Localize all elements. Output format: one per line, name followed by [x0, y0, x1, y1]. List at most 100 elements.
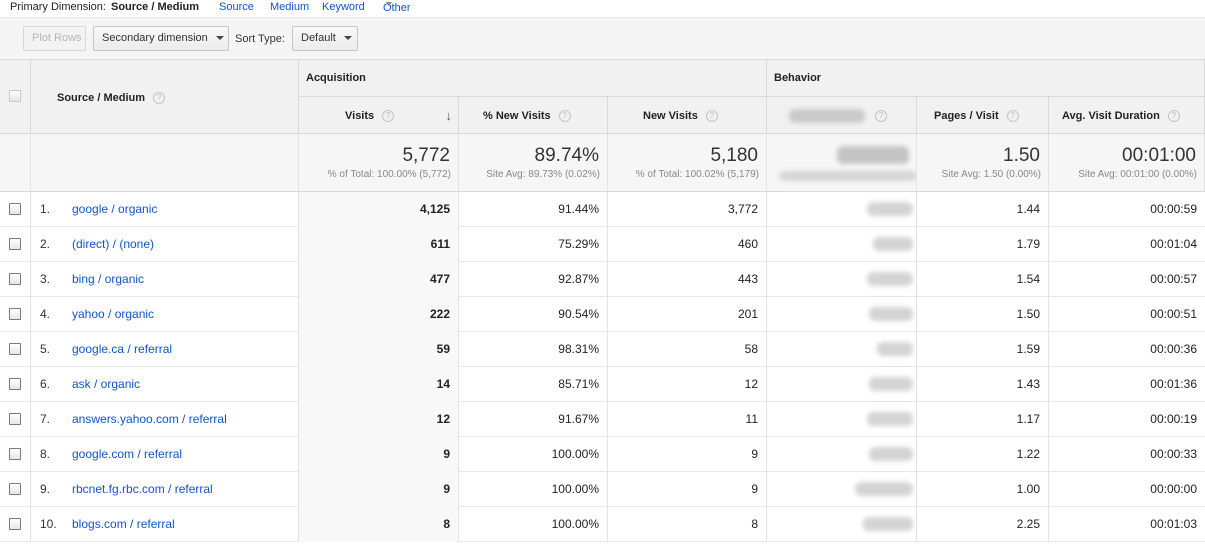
source-medium-link[interactable]: google / organic	[72, 202, 158, 216]
redacted-cell	[767, 402, 917, 437]
pct-new-visits-cell: 92.87%	[459, 262, 608, 297]
source-medium-cell: 3. bing / organic	[31, 262, 299, 297]
source-medium-link[interactable]: blogs.com / referral	[72, 517, 175, 531]
totals-pages-per-visit: 1.50 Site Avg: 1.50 (0.00%)	[917, 134, 1049, 192]
primary-dimension-label: Primary Dimension:	[10, 1, 106, 13]
pages-per-visit-column-header[interactable]: Pages / Visit?	[917, 97, 1049, 134]
behavior-group-label: Behavior	[774, 72, 822, 84]
redacted-cell	[767, 332, 917, 367]
help-icon[interactable]: ?	[705, 110, 718, 122]
visits-cell: 8	[299, 507, 459, 542]
visits-cell: 9	[299, 437, 459, 472]
table-row: 6. ask / organic 14 85.71% 12 1.43 00:01:36	[0, 367, 1205, 402]
plot-rows-button[interactable]: Plot Rows	[23, 26, 86, 51]
row-checkbox[interactable]	[9, 413, 21, 425]
avg-visit-duration-cell: 00:00:57	[1150, 272, 1197, 286]
pct-new-visits-cell: 100.00%	[459, 472, 608, 507]
row-checkbox-cell	[0, 192, 31, 227]
behavior-group-header: Behavior	[767, 60, 1205, 97]
help-icon[interactable]: ?	[382, 110, 395, 122]
row-checkbox[interactable]	[9, 203, 21, 215]
chevron-down-icon	[215, 36, 224, 41]
pct-new-visits-column-header[interactable]: % New Visits?	[459, 97, 608, 134]
source-medium-link[interactable]: bing / organic	[72, 272, 145, 286]
avg-visit-duration-cell: 00:00:59	[1150, 202, 1197, 216]
source-medium-header[interactable]: Source / Medium?	[31, 60, 299, 134]
new-visits-cell: 11	[608, 402, 767, 437]
source-medium-link[interactable]: rbcnet.fg.rbc.com / referral	[72, 482, 213, 496]
row-checkbox[interactable]	[9, 483, 21, 495]
table-row: 9. rbcnet.fg.rbc.com / referral 9 100.00% 9 1…	[0, 472, 1205, 507]
dimension-medium-link[interactable]: Medium	[270, 1, 310, 13]
row-checkbox[interactable]	[9, 378, 21, 390]
totals-pct-new-visits-value: 89.74%	[534, 145, 599, 166]
avg-visit-duration-cell: 00:00:51	[1150, 307, 1197, 321]
help-icon[interactable]: ?	[153, 92, 166, 104]
totals-new-visits-sub: % of Total: 100.02% (5,179)	[635, 169, 759, 180]
new-visits-column-header[interactable]: New Visits?	[608, 97, 767, 134]
new-visits-cell: 443	[608, 262, 767, 297]
row-checkbox[interactable]	[9, 238, 21, 250]
sort-descending-icon: ↓	[445, 108, 453, 123]
visits-cell: 222	[299, 297, 459, 332]
source-medium-link[interactable]: ask / organic	[72, 377, 141, 391]
source-medium-link[interactable]: (direct) / (none)	[72, 237, 155, 251]
avg-visit-duration-cell: 00:00:19	[1150, 412, 1197, 426]
chevron-down-icon	[386, 2, 392, 6]
row-checkbox[interactable]	[9, 273, 21, 285]
redacted-cell	[767, 507, 917, 542]
help-icon[interactable]: ?	[558, 110, 571, 122]
dimension-source-link[interactable]: Source	[219, 1, 254, 13]
dimension-source-medium: Source / Medium	[111, 1, 200, 13]
pages-per-visit-cell: 1.44	[917, 192, 1049, 227]
source-medium-link[interactable]: google.ca / referral	[72, 342, 173, 356]
table-row: 8. google.com / referral 9 100.00% 9 1.22 00:0…	[0, 437, 1205, 472]
redacted-total-value	[837, 146, 909, 164]
row-checkbox[interactable]	[9, 308, 21, 320]
row-checkbox[interactable]	[9, 343, 21, 355]
pct-new-visits-header-label: % New Visits	[483, 110, 551, 122]
table-row: 5. google.ca / referral 59 98.31% 58 1.59 00:0…	[0, 332, 1205, 367]
row-checkbox[interactable]	[9, 448, 21, 460]
redacted-cell	[767, 367, 917, 402]
dimension-keyword-link[interactable]: Keyword	[322, 1, 365, 13]
source-medium-header-label: Source / Medium	[57, 92, 146, 104]
row-number: 2.	[40, 237, 51, 251]
pct-new-visits-cell: 90.54%	[459, 297, 608, 332]
row-checkbox-cell	[0, 437, 31, 472]
redacted-value	[855, 482, 913, 496]
totals-visits-value: 5,772	[402, 145, 450, 166]
redacted-column-header[interactable]: ?	[767, 97, 917, 134]
help-icon[interactable]: ?	[875, 110, 887, 122]
source-medium-cell: 7. answers.yahoo.com / referral	[31, 402, 299, 437]
new-visits-header-label: New Visits	[643, 110, 698, 122]
sort-type-dropdown[interactable]: Default	[292, 26, 358, 51]
totals-redacted	[767, 134, 917, 192]
source-medium-cell: 4. yahoo / organic	[31, 297, 299, 332]
visits-column-header[interactable]: Visits? ↓	[299, 97, 459, 134]
table-row: 2. (direct) / (none) 611 75.29% 460 1.79 00:01…	[0, 227, 1205, 262]
new-visits-cell: 8	[608, 507, 767, 542]
source-medium-link[interactable]: google.com / referral	[72, 447, 183, 461]
help-icon[interactable]: ?	[1167, 110, 1180, 122]
chevron-down-icon	[343, 36, 352, 41]
redacted-value	[869, 307, 913, 321]
source-medium-link[interactable]: answers.yahoo.com / referral	[72, 412, 227, 426]
pct-new-visits-cell: 75.29%	[459, 227, 608, 262]
select-all-checkbox[interactable]	[9, 90, 21, 102]
totals-visits-sub: % of Total: 100.00% (5,772)	[327, 169, 451, 180]
table-row: 10. blogs.com / referral 8 100.00% 8 2.25 00:0…	[0, 507, 1205, 542]
source-medium-link[interactable]: yahoo / organic	[72, 307, 155, 321]
totals-new-visits-value: 5,180	[710, 145, 758, 166]
acquisition-group-header: Acquisition	[299, 60, 767, 97]
row-checkbox[interactable]	[9, 518, 21, 530]
table-row: 3. bing / organic 477 92.87% 443 1.54 00:00:57	[0, 262, 1205, 297]
secondary-dimension-dropdown[interactable]: Secondary dimension	[93, 26, 229, 51]
sort-type-label: Sort Type:	[235, 33, 285, 45]
avg-visit-duration-cell: 00:01:03	[1150, 517, 1197, 531]
redacted-value	[869, 447, 913, 461]
new-visits-cell: 58	[608, 332, 767, 367]
help-icon[interactable]: ?	[1006, 110, 1019, 122]
avg-visit-duration-column-header[interactable]: Avg. Visit Duration?	[1049, 97, 1205, 134]
table-toolbar: Plot Rows Secondary dimension Sort Type:…	[0, 18, 1205, 60]
